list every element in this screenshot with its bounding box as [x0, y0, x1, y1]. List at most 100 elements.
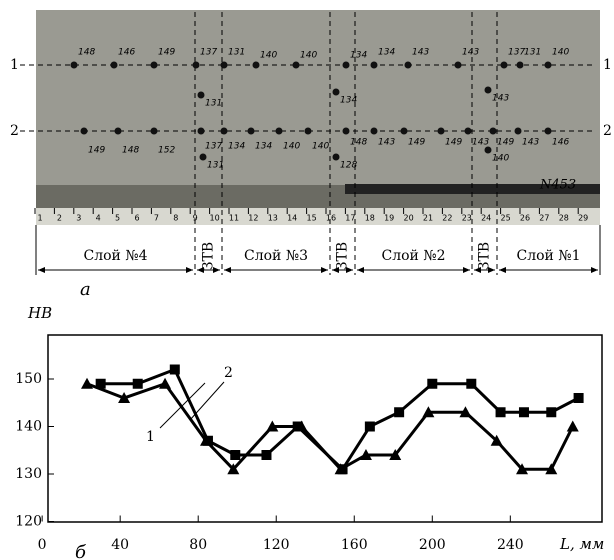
- hardness-value: 134: [378, 48, 395, 58]
- series-line: [86, 381, 575, 472]
- layer-label: Слой №1: [517, 248, 581, 264]
- hardness-value: 149: [88, 146, 105, 156]
- measure-point: [80, 127, 88, 135]
- marker: [118, 392, 131, 403]
- ruler-number: 29: [578, 214, 588, 223]
- hardness-value: 143: [378, 138, 395, 148]
- marker: [95, 378, 106, 389]
- ruler-number: 20: [404, 214, 414, 223]
- x-tick-label: 120: [263, 537, 290, 553]
- x-tick-label: 40: [111, 537, 129, 553]
- ruler-number: 3: [76, 214, 81, 223]
- marker: [202, 435, 213, 446]
- hardness-value: 149: [445, 138, 462, 148]
- ruler-number: 14: [287, 214, 297, 223]
- measure-point: [464, 127, 472, 135]
- layer-label: Слой №3: [244, 248, 308, 264]
- marker: [459, 406, 472, 418]
- layer-label: ЗТВ: [201, 242, 217, 270]
- arrow: [197, 267, 220, 273]
- measure-point: [454, 61, 462, 69]
- layer-label: ЗТВ: [335, 242, 351, 270]
- measure-point: [252, 61, 260, 69]
- measure-point: [342, 127, 350, 135]
- hardness-value: 128: [340, 161, 357, 171]
- x-tick-label: 80: [189, 537, 207, 553]
- ruler-number: 25: [501, 214, 511, 223]
- measure-point: [516, 61, 524, 69]
- ruler-number: 9: [193, 214, 198, 223]
- measure-point: [342, 61, 350, 69]
- y-axis-title: HB: [27, 304, 52, 322]
- photo: [36, 10, 600, 195]
- layer-label: Слой №2: [382, 248, 446, 264]
- y-tick-label: 130: [15, 466, 42, 482]
- specimen: N453: [539, 178, 576, 193]
- ruler-number: 27: [539, 214, 549, 223]
- marker: [337, 464, 348, 475]
- measure-point: [400, 127, 408, 135]
- hardness-value: 148: [78, 48, 95, 58]
- part-label: б: [75, 542, 87, 560]
- ruler-number: 22: [442, 214, 452, 223]
- hardness-value: 143: [522, 138, 539, 148]
- ruler-number: 23: [462, 214, 472, 223]
- measure-point: [110, 61, 118, 69]
- x-tick-label: 200: [419, 537, 446, 553]
- measure-point: [437, 127, 445, 135]
- marker: [159, 377, 172, 389]
- series-label: 2: [224, 365, 233, 381]
- measure-point: [500, 61, 508, 69]
- measure-point: [199, 153, 207, 161]
- row-label: 2: [603, 123, 612, 139]
- marker: [266, 420, 279, 432]
- marker: [230, 450, 241, 460]
- hardness-value: 143: [492, 94, 509, 104]
- x-tick-label: 0: [38, 537, 47, 553]
- measure-point: [484, 146, 492, 154]
- hardness-value: 140: [552, 48, 569, 58]
- marker: [132, 378, 143, 389]
- measure-point: [197, 127, 205, 135]
- measure-point: [332, 153, 340, 161]
- y-tick-label: 140: [15, 419, 42, 435]
- measure-point: [404, 61, 412, 69]
- ruler-number: 5: [115, 214, 120, 223]
- measure-point: [514, 127, 522, 135]
- ruler-number: 19: [384, 214, 394, 223]
- marker: [422, 406, 435, 418]
- hardness-value: 146: [552, 138, 569, 148]
- hardness-value: 131: [207, 161, 224, 171]
- hardness-value: 149: [158, 48, 175, 58]
- hardness-value: 134: [255, 142, 272, 152]
- hardness-value: 143: [462, 48, 479, 58]
- hardness-value: 134: [340, 96, 357, 106]
- ruler-number: 15: [307, 214, 317, 223]
- ruler-number: 10: [210, 214, 220, 223]
- measure-point: [292, 61, 300, 69]
- marker: [490, 434, 503, 446]
- hardness-value: 137: [205, 142, 222, 152]
- measure-point: [370, 61, 378, 69]
- x-axis-title: L, мм: [559, 535, 604, 553]
- marker: [389, 449, 402, 460]
- marker: [394, 407, 405, 418]
- hardness-value: 140: [300, 51, 317, 61]
- marker: [546, 407, 557, 418]
- marker: [566, 420, 579, 432]
- ruler-number: 11: [229, 214, 239, 223]
- row-label: 2: [10, 123, 19, 139]
- hardness-value: 143: [472, 138, 489, 148]
- row-label: 1: [10, 57, 19, 73]
- hardness-value: 131: [228, 48, 245, 58]
- hardness-value: 152: [158, 146, 175, 156]
- marker: [169, 364, 180, 375]
- measure-point: [114, 127, 122, 135]
- hardness-value: 134: [350, 51, 367, 61]
- measure-point: [247, 127, 255, 135]
- arrow: [474, 267, 495, 273]
- hardness-value: 134: [228, 142, 245, 152]
- plot-frame: [47, 334, 603, 523]
- marker: [227, 463, 240, 475]
